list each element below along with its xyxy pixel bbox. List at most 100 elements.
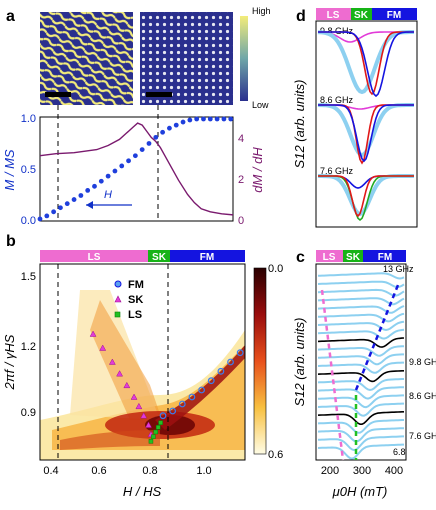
ytick-left: 0.0 (21, 215, 36, 227)
plot-frame-d (315, 20, 418, 228)
ytick-b: 1.2 (21, 341, 36, 353)
legend-label-ls: LS (128, 309, 142, 321)
phase-ls-label: LS (327, 10, 340, 21)
phase-ls (40, 250, 148, 262)
trace (317, 280, 405, 289)
colorbar-tick: 0.6 (268, 449, 283, 461)
fm-guide (354, 284, 400, 391)
trace (317, 353, 404, 366)
phase-sk-label: SK (152, 252, 167, 263)
magnetization-point (214, 116, 220, 122)
magnetization-point (85, 188, 91, 193)
sk-point (140, 412, 148, 419)
skyrmion-domain-image (140, 12, 233, 105)
phase-sk (351, 8, 372, 20)
ytick-right: 2 (238, 174, 244, 186)
magnetization-point (201, 116, 206, 122)
magnetization-point (126, 158, 131, 164)
trace (317, 402, 404, 417)
resonance-curve (318, 175, 414, 218)
sk-point (130, 393, 138, 400)
panel-label-a: a (6, 8, 15, 25)
legend-marker-sk (114, 295, 122, 303)
magnetization-point (105, 173, 111, 179)
ylabel-d: S12 (arb. units) (292, 80, 307, 169)
trace-label-76: 7.6 GHz (409, 431, 436, 441)
ls-point (151, 434, 156, 439)
plot-frame-a (39, 116, 234, 222)
trace (317, 345, 405, 357)
panel-label-d: d (296, 8, 306, 25)
trace (317, 419, 404, 434)
highlight-trace (317, 337, 405, 348)
legend-b: FM SK LS (114, 279, 144, 321)
magnetization-point (58, 205, 63, 211)
magnetization-point (71, 197, 77, 202)
phase-ls-label: LS (88, 252, 101, 263)
fm-point (178, 400, 186, 408)
colorbar-tick: 0.0 (268, 263, 283, 275)
trace-label-68: 6.8 (393, 447, 406, 457)
trace (317, 386, 404, 400)
ytick-b: 0.9 (21, 407, 36, 419)
sk-point (116, 370, 124, 377)
xtick-b: 0.8 (142, 465, 157, 477)
legend-marker-ls (114, 311, 121, 318)
ls-point (148, 439, 154, 444)
magnetization-point (221, 116, 227, 122)
phase-sk-label: SK (354, 10, 369, 21)
ls-point (155, 425, 161, 430)
ytick-left: 1.0 (21, 113, 36, 125)
magnetization-point (98, 178, 104, 184)
dmdh-line (39, 122, 234, 216)
ytick-left: 0.5 (21, 164, 36, 176)
magnetization-point (78, 193, 84, 198)
fm-point (159, 412, 167, 420)
phase-sk-label: SK (346, 252, 361, 263)
panel-label-b: b (6, 233, 16, 250)
trace-label-13: 13 GHz (383, 264, 414, 274)
sk-point (135, 402, 143, 410)
magnetization-point (173, 122, 179, 128)
phase-fm-label: FM (387, 10, 401, 21)
trace (317, 427, 404, 443)
xlabel-b: H / HS (123, 484, 162, 499)
fm-point (207, 377, 215, 385)
colorbar-low-label: Low (252, 100, 269, 110)
magnetization-point (132, 153, 138, 159)
trace (317, 272, 405, 280)
magnetization-point (153, 134, 159, 140)
xtick-b: 0.6 (91, 465, 106, 477)
ytick-b: 1.5 (21, 271, 36, 283)
magnetization-point (146, 141, 152, 146)
resonance-curve (318, 104, 414, 163)
xtick-c: 200 (321, 465, 339, 477)
magnetization-point (112, 168, 118, 174)
phase-sk (148, 250, 170, 262)
magnetization-point (37, 216, 43, 222)
scale-bar (45, 92, 71, 97)
phase-bar-c: LS SK FM (316, 250, 406, 263)
magnetization-point (44, 213, 50, 219)
magnetization-point (207, 116, 213, 122)
sk-point (108, 358, 116, 365)
yticks-b: 0.9 1.2 1.5 (21, 271, 36, 419)
sk-point (123, 381, 131, 389)
fm-point (169, 407, 177, 415)
magnetization-point (64, 201, 70, 207)
magnetization-point (119, 163, 125, 169)
magnetization-point (160, 129, 166, 135)
ylabel-c: S12 (arb. units) (292, 318, 307, 407)
ytick-right: 4 (238, 133, 244, 145)
d-label-98: 9.8 GHz (320, 26, 354, 36)
chart-a-marks (37, 116, 234, 222)
sk-point (99, 344, 107, 351)
arrow-label: H (104, 189, 112, 201)
legend-marker-fm (114, 280, 122, 288)
ylabel-left-a: M / MS (2, 149, 17, 190)
phase-fm (363, 250, 406, 262)
xlabel-c: μ0H (mT) (332, 484, 388, 499)
ls-point (153, 429, 159, 435)
phase-fm-label: FM (378, 252, 392, 263)
heatmap-field (40, 290, 245, 460)
